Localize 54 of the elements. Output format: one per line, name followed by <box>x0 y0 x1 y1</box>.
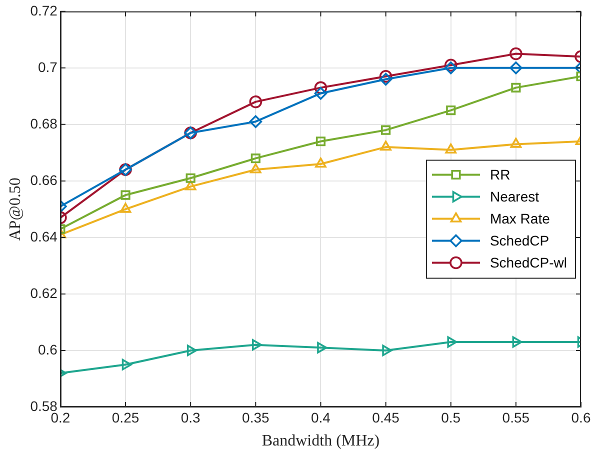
x-tick-label: 0.4 <box>310 409 331 426</box>
legend-label: Nearest <box>490 188 540 205</box>
y-tick-label: 0.72 <box>30 2 58 18</box>
y-tick-label: 0.68 <box>30 115 58 132</box>
point <box>314 81 328 94</box>
point <box>184 180 196 190</box>
point <box>186 173 196 183</box>
point <box>315 158 326 168</box>
x-tick-label: 0.55 <box>502 409 530 426</box>
x-axis-title: Bandwidth (MHz) <box>262 432 380 450</box>
point <box>120 202 132 213</box>
y-tick-label: 0.6 <box>38 341 58 358</box>
point <box>382 344 392 356</box>
point <box>379 70 392 83</box>
y-tick-label: 0.62 <box>30 284 58 301</box>
y-tick-label: 0.64 <box>30 228 58 244</box>
point <box>317 342 328 354</box>
point <box>249 115 262 128</box>
point <box>446 106 456 116</box>
x-tick-label: 0.25 <box>112 409 140 426</box>
point <box>380 140 392 151</box>
point <box>510 62 522 74</box>
point <box>250 154 260 164</box>
y-tick-label: 0.66 <box>30 172 58 188</box>
point <box>120 190 130 200</box>
y-tick-label: 0.7 <box>38 58 58 75</box>
point <box>122 358 132 370</box>
point <box>314 86 328 100</box>
point <box>447 336 458 348</box>
point <box>510 47 522 60</box>
point <box>252 339 262 350</box>
point <box>250 163 262 174</box>
x-tick-label: 0.3 <box>180 409 201 426</box>
point <box>316 136 326 146</box>
x-tick-label: 0.35 <box>242 409 270 426</box>
point <box>186 344 197 356</box>
point <box>249 95 262 108</box>
point <box>510 138 522 148</box>
legend-label: Max Rate <box>490 210 550 227</box>
legend-label: SchedCP-wl <box>490 254 568 271</box>
point <box>444 58 458 72</box>
x-tick-label: 0.45 <box>372 409 400 426</box>
point <box>445 143 457 154</box>
legend-label: SchedCP <box>490 232 550 249</box>
x-tick-label: 0.6 <box>571 409 591 426</box>
y-tick-label: 0.58 <box>30 398 58 414</box>
point <box>444 62 458 74</box>
point <box>379 72 392 86</box>
point <box>381 125 391 135</box>
y-axis-title: AP@0.50 <box>6 178 24 241</box>
point <box>511 82 521 92</box>
point <box>512 336 522 348</box>
legend-label: RR <box>490 166 510 183</box>
x-tick-label: 0.5 <box>441 409 461 426</box>
